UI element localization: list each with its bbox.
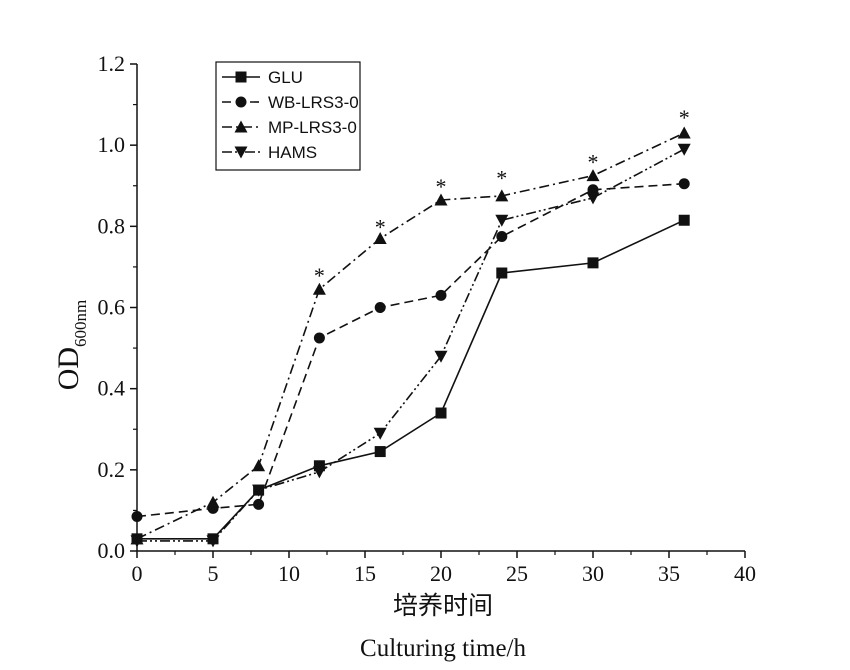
data-point-mp-lrs3-0 (206, 495, 220, 508)
data-point-mp-lrs3-0 (677, 126, 691, 139)
data-point-mp-lrs3-0 (495, 189, 509, 202)
x-tick-label: 35 (658, 561, 680, 586)
data-point-glu (587, 257, 599, 269)
data-point-hams (677, 143, 691, 156)
y-tick-label: 0.0 (98, 538, 126, 563)
series-markers (130, 126, 691, 548)
legend-marker-glu (235, 71, 247, 83)
series-line-hams (137, 148, 685, 542)
legend: GLU WB-LRS3-0 MP-LRS3-0 HAMS (215, 61, 361, 171)
series-line-glu (137, 219, 685, 540)
data-point-hams (586, 192, 600, 205)
data-point-wb-lrs3-0 (678, 178, 690, 190)
data-point-wb-lrs3-0 (374, 302, 386, 313)
data-point-glu (435, 407, 447, 419)
significance-asterisk: * (436, 174, 447, 199)
y-tick-label: 1.0 (98, 132, 126, 157)
series-line-wb-lrs3-0 (136, 182, 685, 518)
y-tick-label: 0.8 (98, 213, 126, 238)
series-lines (136, 132, 685, 542)
y-tick-label: 1.2 (98, 51, 126, 76)
legend-label-glu: GLU (268, 68, 303, 87)
significance-asterisk: * (679, 105, 690, 130)
data-point-hams (434, 350, 448, 363)
significance-asterisk: * (588, 149, 599, 174)
data-point-wb-lrs3-0 (496, 230, 508, 242)
x-axis-label-cn: 培养时间 (393, 592, 493, 620)
data-point-wb-lrs3-0 (253, 498, 265, 510)
legend-label-hams: HAMS (268, 143, 317, 162)
data-point-glu (678, 214, 690, 226)
data-point-hams (206, 535, 220, 548)
significance-asterisk: * (314, 263, 325, 288)
y-axis-label-main: OD (52, 347, 85, 390)
x-tick-label: 20 (430, 561, 452, 586)
data-point-hams (312, 466, 326, 479)
y-axis-label: OD600nm (52, 300, 90, 391)
data-point-glu (496, 267, 508, 279)
legend-label-wb-lrs3-0: WB-LRS3-0 (268, 93, 359, 112)
data-point-glu (374, 446, 386, 458)
data-point-mp-lrs3-0 (252, 459, 266, 472)
significance-asterisk: * (496, 166, 507, 191)
x-tick-label: 0 (132, 561, 143, 586)
legend-marker-hams (234, 146, 248, 159)
x-tick-label: 40 (734, 561, 756, 586)
x-tick-label: 25 (506, 561, 528, 586)
significance-asterisk: * (375, 214, 386, 239)
data-point-glu (313, 460, 325, 472)
x-tick-label: 5 (208, 561, 219, 586)
y-axis-label-sub: 600nm (71, 300, 90, 347)
y-tick-label: 0.6 (98, 295, 126, 320)
y-tick-label: 0.2 (98, 457, 126, 482)
legend-marker-wb-lrs3-0 (235, 96, 247, 108)
x-tick-label: 30 (582, 561, 604, 586)
x-axis-label-en: Culturing time/h (360, 635, 526, 662)
significance-marks: * * * * * * (314, 105, 690, 288)
axes: 0 5 10 15 20 25 30 35 40 0.0 0.2 0.4 0.6 0.8 1.0 1.2 (98, 51, 757, 586)
legend-label-mp-lrs3-0: MP-LRS3-0 (268, 118, 357, 137)
data-point-wb-lrs3-0 (313, 332, 325, 344)
data-point-mp-lrs3-0 (586, 169, 600, 182)
data-point-hams (373, 427, 387, 440)
data-point-mp-lrs3-0 (373, 232, 387, 245)
x-tick-label: 10 (278, 561, 300, 586)
x-tick-label: 15 (354, 561, 376, 586)
data-point-wb-lrs3-0 (435, 289, 447, 301)
data-point-hams (252, 484, 266, 497)
data-point-mp-lrs3-0 (434, 193, 448, 206)
data-point-mp-lrs3-0 (312, 282, 326, 295)
data-point-hams (495, 214, 509, 227)
y-tick-label: 0.4 (98, 376, 126, 401)
legend-marker-mp-lrs3-0 (234, 120, 248, 133)
